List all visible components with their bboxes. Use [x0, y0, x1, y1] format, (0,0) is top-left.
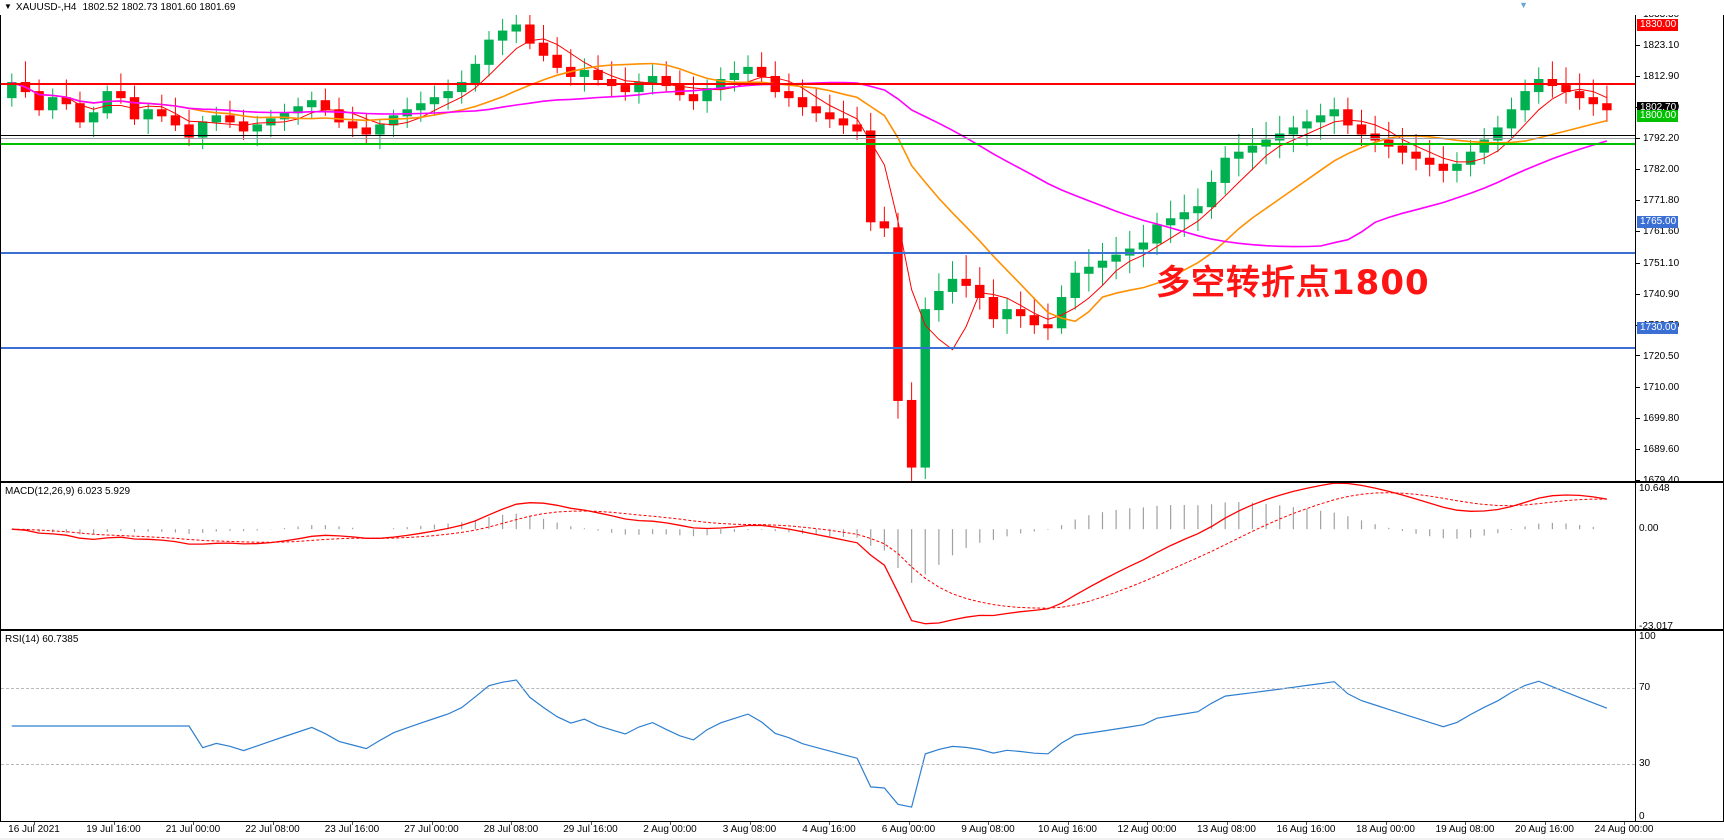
time-label-15: 13 Aug 08:00: [1197, 824, 1256, 835]
time-tick: [1306, 822, 1307, 825]
level-line-gray: [1, 138, 1635, 139]
time-label-7: 29 Jul 16:00: [563, 824, 618, 835]
time-label-11: 6 Aug 00:00: [881, 824, 936, 835]
price-tick-1812-90: 1812.90: [1636, 71, 1723, 82]
bottom-strip: [0, 838, 1724, 840]
macd-plot-area[interactable]: [1, 483, 1635, 629]
price-tick-1823-10: 1823.10: [1636, 40, 1723, 51]
rsi-tick-30: 30: [1639, 758, 1651, 769]
time-tick: [193, 822, 194, 825]
rsi-series-svg: [11, 679, 1608, 808]
macd-axis[interactable]: 10.648 0.00 -23.017: [1635, 483, 1723, 629]
price-tick-1689-60: 1689.60: [1636, 445, 1723, 455]
time-label-9: 3 Aug 08:00: [722, 824, 777, 835]
rsi-tick-100: 100: [1639, 631, 1656, 642]
time-label-14: 12 Aug 00:00: [1117, 824, 1177, 835]
time-tick: [908, 822, 910, 825]
price-tick-1740-90: 1740.90: [1636, 289, 1723, 300]
time-tick: [1624, 822, 1625, 825]
time-label-16: 16 Aug 16:00: [1276, 824, 1336, 835]
time-label-4: 23 Jul 16:00: [324, 824, 380, 835]
time-tick: [1465, 822, 1466, 825]
chart-annotation-text[interactable]: 多空转折点1800: [1156, 263, 1430, 303]
price-tick-1792-20: 1792.20: [1636, 134, 1723, 144]
time-tick: [431, 822, 433, 825]
time-tick: [352, 822, 353, 825]
time-label-5: 27 Jul 00:00: [404, 824, 459, 835]
time-tick: [988, 822, 989, 825]
time-tick: [670, 822, 671, 825]
time-tick: [511, 822, 512, 825]
time-label-17: 18 Aug 00:00: [1356, 824, 1415, 835]
time-tick: [749, 822, 751, 825]
ohlc-values: 1802.52 1802.73 1801.60 1801.69: [82, 2, 236, 13]
time-tick: [1067, 822, 1069, 825]
symbol-header-bar: ▼ XAUUSD-,H4 1802.52 1802.73 1801.60 1801.…: [0, 0, 1724, 15]
price-tick-1771-80: 1771.80: [1636, 196, 1723, 206]
price-tag-1730-00[interactable]: 1730.00: [1637, 321, 1679, 334]
price-tick-1710-00: 1710.00: [1636, 383, 1723, 393]
level-line-1802: [1, 135, 1635, 136]
price-tick-1679-40: 1679.40: [1636, 476, 1723, 481]
macd-tick-0neg00: 0.00: [1639, 523, 1659, 535]
time-label-3: 22 Jul 08:00: [245, 824, 300, 835]
price-tick-1833-30: 1833.30: [1636, 15, 1723, 20]
rsi-level-30-line: [1, 764, 1635, 765]
price-tag-1800-00[interactable]: 1800.00: [1637, 109, 1679, 122]
price-tick-1761-60: 1761.60: [1636, 227, 1723, 237]
time-tick: [1385, 822, 1387, 825]
time-tick: [590, 822, 592, 825]
time-tick: [272, 822, 274, 825]
price-tick-1782-00: 1782.00: [1636, 165, 1723, 175]
macd-tick-10neg648: 10.648: [1639, 483, 1670, 494]
price-axis[interactable]: 1833.301823.101812.901802.701792.201782.…: [1635, 15, 1723, 481]
time-tick: [829, 822, 830, 825]
time-label-20: 24 Aug 00:00: [1594, 824, 1654, 835]
price-tick-1699-80: 1699.80: [1636, 414, 1723, 424]
time-tick: [1544, 822, 1546, 825]
price-candles-svg: [7, 15, 1612, 481]
chevron-down-icon[interactable]: ▼: [4, 2, 12, 11]
rsi-plot-area[interactable]: [1, 631, 1635, 821]
price-tag-1765-00[interactable]: 1765.00: [1637, 215, 1679, 228]
rsi-pane[interactable]: RSI(14) 60.7385 100 70 30 0: [0, 630, 1724, 822]
rsi-level-70-line: [1, 688, 1635, 689]
time-label-10: 4 Aug 16:00: [802, 824, 856, 835]
macd-pane[interactable]: MACD(12,26,9) 6.023 5.929 10.648 0.00 -23.…: [0, 482, 1724, 630]
time-tick: [113, 822, 115, 825]
symbol-name: XAUUSD-,H4: [15, 2, 77, 13]
level-line-1730[interactable]: [1, 347, 1635, 349]
macd-tick-neg23-017: -23.017: [1639, 621, 1673, 630]
macd-label: MACD(12,26,9) 6.023 5.929: [5, 486, 131, 497]
rsi-label: RSI(14) 60.7385: [5, 634, 79, 645]
time-label-19: 20 Aug 16:00: [1515, 824, 1574, 835]
time-label-6: 28 Jul 08:00: [483, 824, 539, 835]
rsi-tick-70: 70: [1639, 682, 1651, 693]
price-tick-1751-10: 1751.10: [1636, 258, 1723, 269]
time-tick: [34, 822, 35, 825]
time-label-0: 16 Jul 2021: [8, 824, 60, 835]
time-label-2: 21 Jul 00:00: [165, 824, 221, 835]
time-tick: [1147, 822, 1148, 825]
level-line-1830[interactable]: [1, 83, 1635, 85]
time-label-8: 2 Aug 00:00: [643, 824, 697, 835]
time-label-18: 19 Aug 08:00: [1435, 824, 1495, 835]
rsi-axis[interactable]: 100 70 30 0: [1635, 631, 1723, 821]
price-plot-area[interactable]: 多空转折点1800: [1, 15, 1635, 481]
price-tick-1720-50: 1720.50: [1636, 351, 1723, 362]
price-pane[interactable]: 多空转折点1800 1833.301823.101812.901802.7017…: [0, 14, 1724, 482]
time-tick: [1226, 822, 1228, 825]
collapse-caret-icon[interactable]: ▼: [1519, 0, 1528, 10]
price-tag-1830-00[interactable]: 1830.00: [1637, 18, 1679, 31]
time-label-12: 9 Aug 08:00: [961, 824, 1015, 835]
level-line-1800[interactable]: [1, 143, 1635, 145]
macd-series-svg: [11, 483, 1608, 625]
time-label-1: 19 Jul 16:00: [86, 824, 141, 835]
rsi-tick-0: 0: [1639, 811, 1645, 822]
time-label-13: 10 Aug 16:00: [1038, 824, 1097, 835]
time-axis[interactable]: 16 Jul 2021 19 Jul 16:00 21 Jul 00:00 22 Ju…: [0, 822, 1724, 840]
level-line-1765[interactable]: [1, 252, 1635, 254]
